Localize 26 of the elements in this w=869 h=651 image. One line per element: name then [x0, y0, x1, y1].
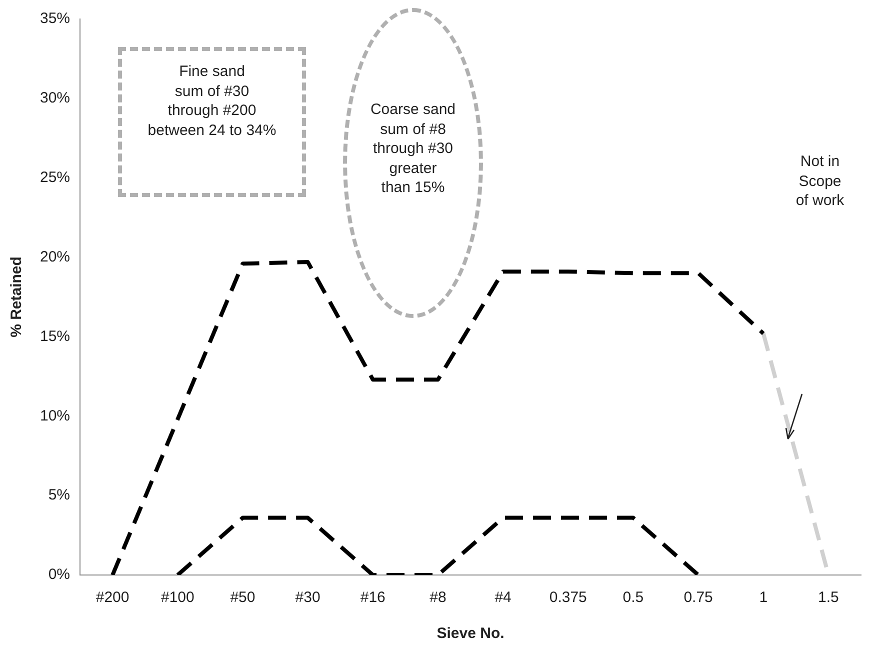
- y-tick-label: 0%: [48, 566, 70, 584]
- x-tick-label: #200: [96, 589, 130, 606]
- x-tick-label: 0.5: [622, 589, 644, 606]
- x-tick-label: 0.75: [684, 589, 713, 606]
- y-tick-label: 15%: [40, 328, 70, 345]
- x-tick-label: #4: [494, 589, 512, 606]
- line-series: [110, 260, 766, 575]
- x-tick-label: #8: [430, 589, 446, 606]
- y-axis-title: % Retained: [8, 256, 26, 338]
- x-tick-label: 0.375: [549, 589, 587, 606]
- x-tick-label: #30: [295, 589, 320, 606]
- x-tick-label: 1.5: [818, 589, 839, 606]
- y-tick-label: 25%: [40, 169, 70, 186]
- y-tick-label: 5%: [48, 486, 70, 504]
- x-tick-label: 1: [759, 589, 768, 606]
- y-tick-label: 30%: [40, 90, 70, 107]
- y-tick-label: 10%: [40, 407, 70, 424]
- annotation: Fine sand sum of #30 through #200 between 24 to 34%: [146, 62, 278, 140]
- x-tick-label: #16: [360, 589, 386, 606]
- y-tick-label: 20%: [40, 248, 70, 266]
- annotation: Not in Scope of work: [794, 152, 846, 210]
- x-tick-label: #50: [230, 589, 256, 606]
- x-axis-title: Sieve No.: [436, 625, 504, 642]
- x-tick-label: #100: [160, 589, 194, 606]
- y-tick-label: 35%: [40, 10, 70, 28]
- annotation: Coarse sand sum of #8 through #30 greater than 15%: [369, 100, 457, 198]
